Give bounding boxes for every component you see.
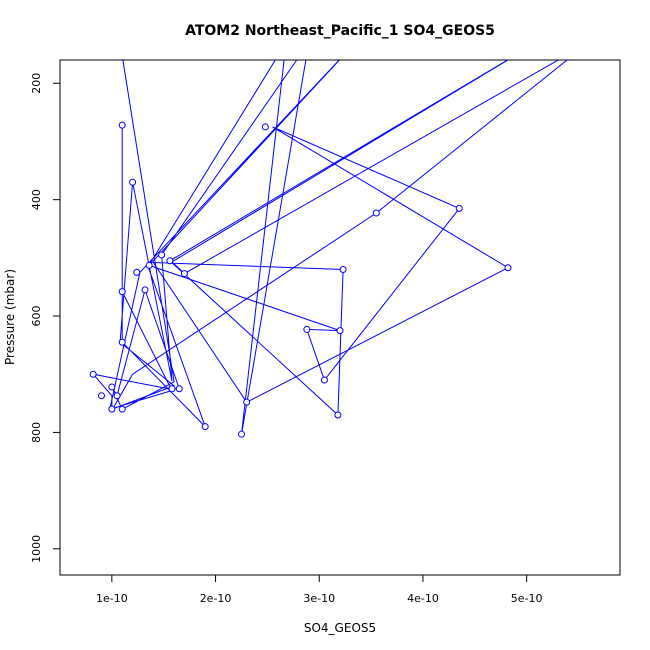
- data-point: [334, 411, 342, 419]
- data-point: [201, 423, 209, 431]
- data-point: [108, 405, 116, 413]
- data-point: [372, 209, 380, 217]
- y-tick-label: 1000: [30, 535, 43, 563]
- data-point: [166, 257, 174, 265]
- data-point: [168, 385, 176, 393]
- data-point: [97, 392, 105, 400]
- data-point: [129, 178, 137, 186]
- x-tick-label: 3e-10: [303, 592, 335, 605]
- data-point: [145, 261, 153, 269]
- data-point: [118, 121, 126, 129]
- y-tick-label: 200: [30, 73, 43, 94]
- data-point: [180, 270, 188, 278]
- data-point: [108, 383, 116, 391]
- y-tick-label: 600: [30, 306, 43, 327]
- data-point: [455, 204, 463, 212]
- x-tick-label: 4e-10: [407, 592, 439, 605]
- data-point: [339, 265, 347, 273]
- data-point: [118, 338, 126, 346]
- y-tick-label: 400: [30, 189, 43, 210]
- y-axis-label: Pressure (mbar): [3, 269, 17, 365]
- data-point: [89, 370, 97, 378]
- data-point: [237, 430, 245, 438]
- data-point: [504, 264, 512, 272]
- x-tick-label: 1e-10: [96, 592, 128, 605]
- data-point: [118, 405, 126, 413]
- x-axis: 1e-10 2e-10 3e-10 4e-10 5e-10: [96, 574, 543, 605]
- y-tick-label: 800: [30, 422, 43, 443]
- data-point: [336, 327, 344, 335]
- data-point: [261, 123, 269, 131]
- data-point: [158, 251, 166, 259]
- x-axis-label: SO4_GEOS5: [304, 621, 376, 635]
- data-point: [320, 376, 328, 384]
- marker-layer: [89, 121, 512, 438]
- data-point: [243, 398, 251, 406]
- data-point: [118, 288, 126, 296]
- x-tick-label: 2e-10: [200, 592, 232, 605]
- data-point: [141, 286, 149, 294]
- data-point: [113, 392, 121, 400]
- data-point: [303, 325, 311, 333]
- data-point: [133, 268, 141, 276]
- y-axis: 200 400 600 800 1000: [30, 73, 61, 563]
- x-tick-label: 5e-10: [511, 592, 543, 605]
- data-point: [175, 385, 183, 393]
- chart-title: ATOM2 Northeast_Pacific_1 SO4_GEOS5: [185, 23, 495, 39]
